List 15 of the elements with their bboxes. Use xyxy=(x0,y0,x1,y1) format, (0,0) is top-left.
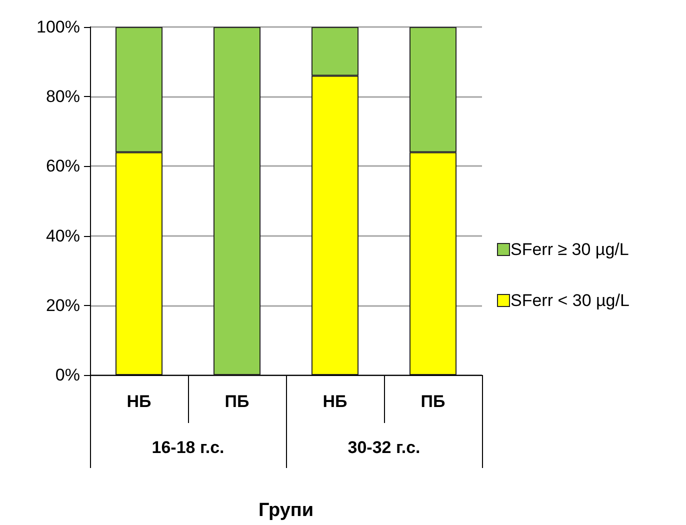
x-tick-label: ПБ xyxy=(420,392,446,411)
x-axis-title: Групи xyxy=(258,500,314,521)
legend-label: SFerr < 30 µg/L xyxy=(510,291,630,310)
y-tick-label: 20% xyxy=(46,296,80,315)
x-tick-label: НБ xyxy=(322,392,348,411)
legend-label: SFerr ≥ 30 µg/L xyxy=(510,240,629,259)
y-tick-label: 80% xyxy=(46,87,80,106)
text: 30-32 г.с. xyxy=(348,438,420,457)
y-tick-label: 60% xyxy=(46,156,80,176)
text: 16-18 г.с. xyxy=(152,438,224,457)
x-tick-label: ПБ xyxy=(224,392,250,411)
y-tick-label: 100% xyxy=(36,18,80,36)
x-tick-label: НБ xyxy=(126,392,152,411)
y-tick-label: 40% xyxy=(46,226,80,246)
y-tick-label: 0% xyxy=(55,366,80,384)
